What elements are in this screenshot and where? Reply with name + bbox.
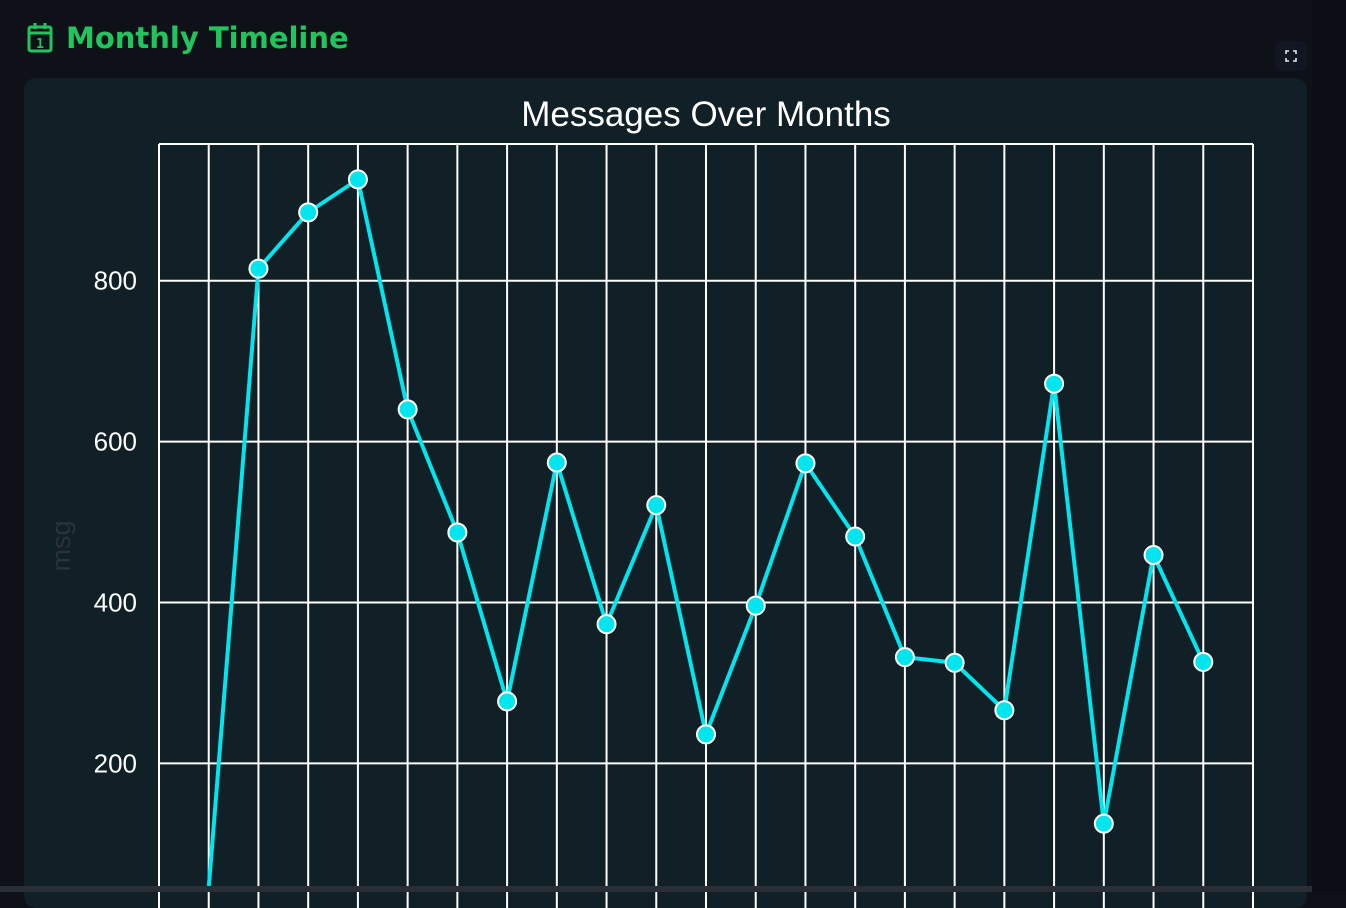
data-point [894,647,915,668]
chart-card: Messages Over Months msg 200 400 600 800 [24,78,1307,908]
data-point [248,258,269,279]
fullscreen-button[interactable] [1275,41,1307,71]
data-point [745,595,766,616]
data-point [646,495,667,516]
data-point [845,526,866,547]
data-point [1193,651,1214,672]
scrollbar-track[interactable] [1312,0,1346,892]
data-point [298,202,319,223]
data-point [1143,545,1164,566]
calendar-icon: 1 [26,21,56,55]
data-point [795,453,816,474]
section-title: Monthly Timeline [66,21,349,55]
data-point [994,700,1015,721]
y-tick-label: 600 [94,427,137,457]
data-point [944,652,965,673]
data-point [447,522,468,543]
grid [158,143,1254,908]
chart-title: Messages Over Months [521,95,891,134]
data-point [696,724,716,745]
y-tick-labels: 200 400 600 800 [94,266,137,779]
viewport-bottom-edge [0,886,1312,892]
y-axis-label: msg [46,520,76,571]
series-line-group [206,169,1214,889]
y-tick-label: 400 [94,587,137,617]
y-tick-label: 800 [94,266,137,296]
data-point [1044,373,1065,394]
y-tick-label: 200 [94,748,137,778]
data-point [397,399,418,420]
data-point [347,169,368,190]
svg-text:1: 1 [36,37,44,52]
section-header: 1 Monthly Timeline [26,18,349,58]
data-point [596,614,617,635]
expand-icon [1285,50,1297,62]
data-point [546,452,567,473]
data-point [1093,813,1114,834]
line-chart: Messages Over Months msg 200 400 600 800 [46,95,1254,908]
data-point [497,691,518,712]
